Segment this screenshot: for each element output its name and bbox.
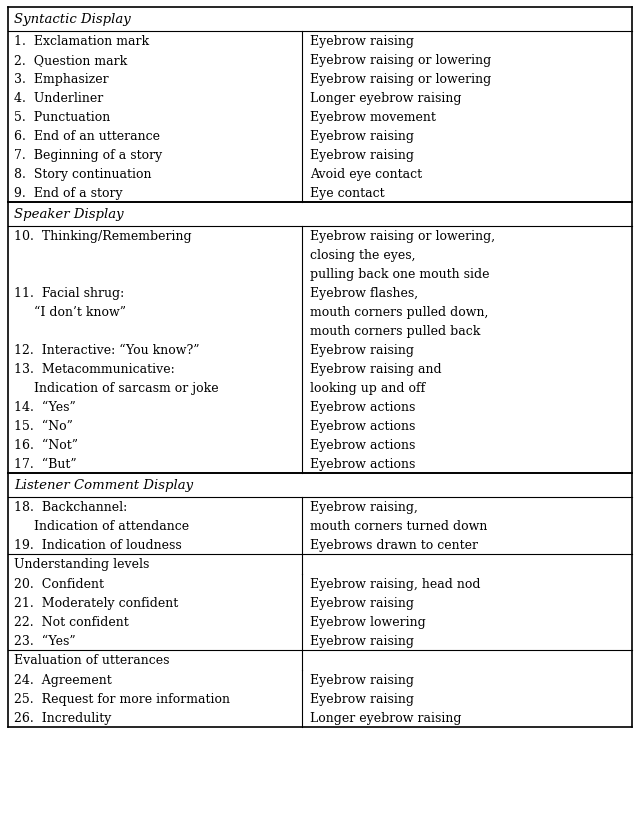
Text: Eyebrow raising: Eyebrow raising — [310, 130, 414, 143]
Text: 15.  “No”: 15. “No” — [14, 419, 73, 433]
Text: 18.  Backchannel:: 18. Backchannel: — [14, 500, 127, 514]
Text: 19.  Indication of loudness: 19. Indication of loudness — [14, 538, 182, 552]
Text: 1.  Exclamation mark: 1. Exclamation mark — [14, 35, 149, 48]
Text: Eyebrow movement: Eyebrow movement — [310, 111, 436, 124]
Text: 12.  Interactive: “You know?”: 12. Interactive: “You know?” — [14, 343, 200, 356]
Text: 3.  Emphasizer: 3. Emphasizer — [14, 73, 109, 86]
Text: “I don’t know”: “I don’t know” — [14, 306, 126, 318]
Text: Eyebrow raising: Eyebrow raising — [310, 692, 414, 705]
Text: Eyebrow raising or lowering,: Eyebrow raising or lowering, — [310, 230, 495, 242]
Text: Syntactic Display: Syntactic Display — [14, 13, 131, 26]
Text: 2.  Question mark: 2. Question mark — [14, 54, 127, 67]
Text: 22.  Not confident: 22. Not confident — [14, 615, 129, 629]
Text: Listener Comment Display: Listener Comment Display — [14, 479, 193, 492]
Text: Eyebrow lowering: Eyebrow lowering — [310, 615, 426, 629]
Text: Eyebrow raising: Eyebrow raising — [310, 35, 414, 48]
Text: Evaluation of utterances: Evaluation of utterances — [14, 653, 170, 667]
Text: Eyebrow raising: Eyebrow raising — [310, 149, 414, 162]
Text: 25.  Request for more information: 25. Request for more information — [14, 692, 230, 705]
Text: 17.  “But”: 17. “But” — [14, 457, 77, 471]
Text: Eyebrows drawn to center: Eyebrows drawn to center — [310, 538, 478, 552]
Text: 24.  Agreement: 24. Agreement — [14, 673, 112, 686]
Text: 20.  Confident: 20. Confident — [14, 577, 104, 590]
Text: 13.  Metacommunicative:: 13. Metacommunicative: — [14, 362, 175, 375]
Text: mouth corners pulled down,: mouth corners pulled down, — [310, 306, 488, 318]
Text: 8.  Story continuation: 8. Story continuation — [14, 168, 152, 181]
Text: Eyebrow actions: Eyebrow actions — [310, 419, 415, 433]
Text: 6.  End of an utterance: 6. End of an utterance — [14, 130, 160, 143]
Text: 14.  “Yes”: 14. “Yes” — [14, 400, 76, 414]
Text: Eyebrow raising or lowering: Eyebrow raising or lowering — [310, 73, 492, 86]
Text: 11.  Facial shrug:: 11. Facial shrug: — [14, 287, 124, 299]
Text: mouth corners pulled back: mouth corners pulled back — [310, 325, 481, 337]
Text: pulling back one mouth side: pulling back one mouth side — [310, 268, 490, 280]
Text: Understanding levels: Understanding levels — [14, 558, 149, 571]
Text: Eyebrow actions: Eyebrow actions — [310, 457, 415, 471]
Text: Eyebrow raising,: Eyebrow raising, — [310, 500, 418, 514]
Text: Eyebrow raising or lowering: Eyebrow raising or lowering — [310, 54, 492, 67]
Text: Longer eyebrow raising: Longer eyebrow raising — [310, 711, 461, 724]
Text: 21.  Moderately confident: 21. Moderately confident — [14, 596, 179, 609]
Text: 23.  “Yes”: 23. “Yes” — [14, 634, 76, 648]
Text: Eyebrow actions: Eyebrow actions — [310, 400, 415, 414]
Text: Eyebrow raising: Eyebrow raising — [310, 343, 414, 356]
Text: closing the eyes,: closing the eyes, — [310, 249, 415, 261]
Text: Longer eyebrow raising: Longer eyebrow raising — [310, 92, 461, 105]
Text: Speaker Display: Speaker Display — [14, 208, 124, 222]
Text: 26.  Incredulity: 26. Incredulity — [14, 711, 111, 724]
Text: 4.  Underliner: 4. Underliner — [14, 92, 103, 105]
Text: 16.  “Not”: 16. “Not” — [14, 438, 78, 452]
Text: 7.  Beginning of a story: 7. Beginning of a story — [14, 149, 163, 162]
Text: Indication of attendance: Indication of attendance — [14, 519, 189, 533]
Text: Eyebrow raising: Eyebrow raising — [310, 634, 414, 648]
Text: looking up and off: looking up and off — [310, 381, 425, 394]
Text: 10.  Thinking/Remembering: 10. Thinking/Remembering — [14, 230, 191, 242]
Text: Avoid eye contact: Avoid eye contact — [310, 168, 422, 181]
Text: Indication of sarcasm or joke: Indication of sarcasm or joke — [14, 381, 219, 394]
Text: Eye contact: Eye contact — [310, 187, 385, 200]
Text: Eyebrow actions: Eyebrow actions — [310, 438, 415, 452]
Text: Eyebrow raising: Eyebrow raising — [310, 673, 414, 686]
Text: 5.  Punctuation: 5. Punctuation — [14, 111, 110, 124]
Text: Eyebrow raising and: Eyebrow raising and — [310, 362, 442, 375]
Text: mouth corners turned down: mouth corners turned down — [310, 519, 488, 533]
Text: Eyebrow raising: Eyebrow raising — [310, 596, 414, 609]
Text: 9.  End of a story: 9. End of a story — [14, 187, 123, 200]
Text: Eyebrow flashes,: Eyebrow flashes, — [310, 287, 418, 299]
Text: Eyebrow raising, head nod: Eyebrow raising, head nod — [310, 577, 481, 590]
